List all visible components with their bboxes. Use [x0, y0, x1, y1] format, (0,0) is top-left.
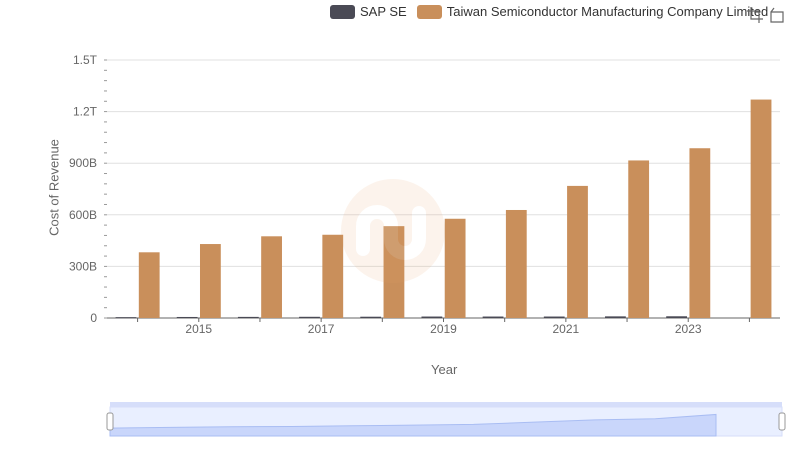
y-tick-label: 900B	[69, 156, 97, 170]
bar-sap-2015[interactable]	[176, 316, 198, 318]
zoom-select-icon[interactable]	[746, 6, 764, 24]
bar-tsmc-2017[interactable]	[322, 234, 344, 318]
bar-tsmc-2015[interactable]	[199, 244, 221, 318]
slider-handle-bar[interactable]	[110, 402, 782, 407]
bar-sap-2021[interactable]	[543, 316, 565, 318]
toolbox	[746, 6, 790, 24]
slider-left-handle[interactable]	[106, 412, 114, 431]
grid-lines	[107, 59, 780, 267]
legend-swatch-sap	[330, 4, 355, 19]
y-axis-title: Cost of Revenue	[46, 139, 62, 236]
bar-tsmc-2022[interactable]	[628, 160, 650, 318]
watermark-logo	[341, 179, 445, 283]
y-tick-label: 1.5T	[73, 53, 98, 67]
x-tick-label: 2021	[553, 322, 580, 336]
bar-sap-2023[interactable]	[666, 316, 688, 318]
bar-tsmc-2020[interactable]	[505, 209, 527, 318]
bar-sap-2014[interactable]	[115, 317, 137, 319]
legend-label-sap: SAP SE	[360, 4, 407, 19]
x-tick-label: 2023	[675, 322, 702, 336]
bar-tsmc-2024[interactable]	[750, 99, 772, 318]
y-tick-label: 1.2T	[73, 105, 98, 119]
x-tick-label: 2019	[430, 322, 457, 336]
slider-right-handle[interactable]	[778, 412, 786, 431]
data-zoom-slider[interactable]	[106, 402, 786, 437]
bar-tsmc-2019[interactable]	[444, 218, 466, 318]
y-tick-label: 600B	[69, 208, 97, 222]
legend: SAP SE Taiwan Semiconductor Manufacturin…	[330, 4, 778, 19]
y-tick-label: 300B	[69, 259, 97, 273]
legend-item-sap[interactable]: SAP SE	[330, 4, 407, 19]
y-tick-label: 0	[90, 311, 97, 325]
bar-tsmc-2014[interactable]	[138, 252, 160, 318]
zoom-reset-icon[interactable]	[768, 6, 786, 24]
bar-tsmc-2023[interactable]	[689, 148, 711, 318]
slider-preview-area	[109, 413, 717, 437]
bar-sap-2020[interactable]	[482, 316, 504, 318]
bar-tsmc-2018[interactable]	[383, 226, 405, 318]
x-tick-label: 2015	[185, 322, 212, 336]
bar-sap-2016[interactable]	[237, 316, 259, 318]
bar-sap-2017[interactable]	[299, 316, 320, 318]
legend-swatch-tsmc	[416, 4, 442, 19]
x-axis-title: Year	[431, 362, 458, 377]
legend-item-tsmc[interactable]: Taiwan Semiconductor Manufacturing Compa…	[416, 4, 769, 19]
bar-sap-2018[interactable]	[360, 316, 382, 318]
bar-sap-2022[interactable]	[605, 316, 626, 318]
x-tick-label: 2017	[308, 322, 335, 336]
legend-label-tsmc: Taiwan Semiconductor Manufacturing Compa…	[446, 4, 769, 19]
bar-tsmc-2021[interactable]	[567, 185, 588, 318]
bar-sap-2019[interactable]	[421, 316, 443, 318]
tick-labels: 0 300B 600B 900B 1.2T 1.5T 2015 2017 2019 2021 202…	[69, 53, 702, 336]
bar-tsmc-2016[interactable]	[261, 236, 282, 318]
bars	[115, 99, 772, 319]
